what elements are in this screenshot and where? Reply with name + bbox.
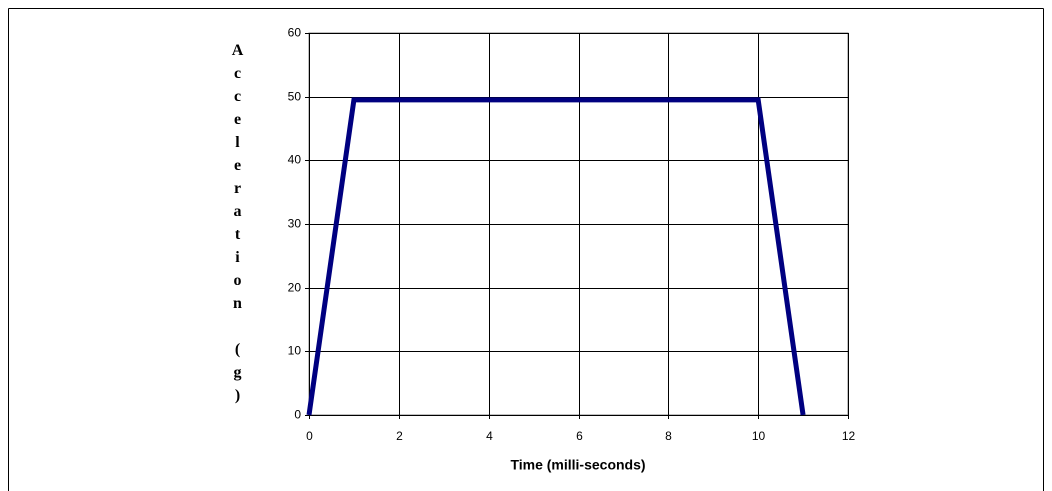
y-tick-label: 50 xyxy=(288,90,302,104)
y-tick-label: 40 xyxy=(288,153,302,167)
y-tick-label: 20 xyxy=(288,281,302,295)
x-tick-label: 2 xyxy=(396,429,403,443)
x-tick-label: 0 xyxy=(306,429,313,443)
data-line xyxy=(306,97,806,416)
x-axis-label: Time (milli-seconds) xyxy=(510,457,645,473)
y-tick-label: 10 xyxy=(288,344,302,358)
y-tick-label: 30 xyxy=(288,217,302,231)
y-tick-label: 0 xyxy=(294,408,301,422)
y-tick-label: 60 xyxy=(288,26,302,40)
x-tick-label: 10 xyxy=(752,429,766,443)
y-axis-label: Acceleration (g) xyxy=(229,42,246,410)
x-tick-label: 6 xyxy=(576,429,583,443)
x-tick-label: 4 xyxy=(486,429,493,443)
x-tick-label: 12 xyxy=(842,429,856,443)
x-tick-label: 8 xyxy=(665,429,672,443)
